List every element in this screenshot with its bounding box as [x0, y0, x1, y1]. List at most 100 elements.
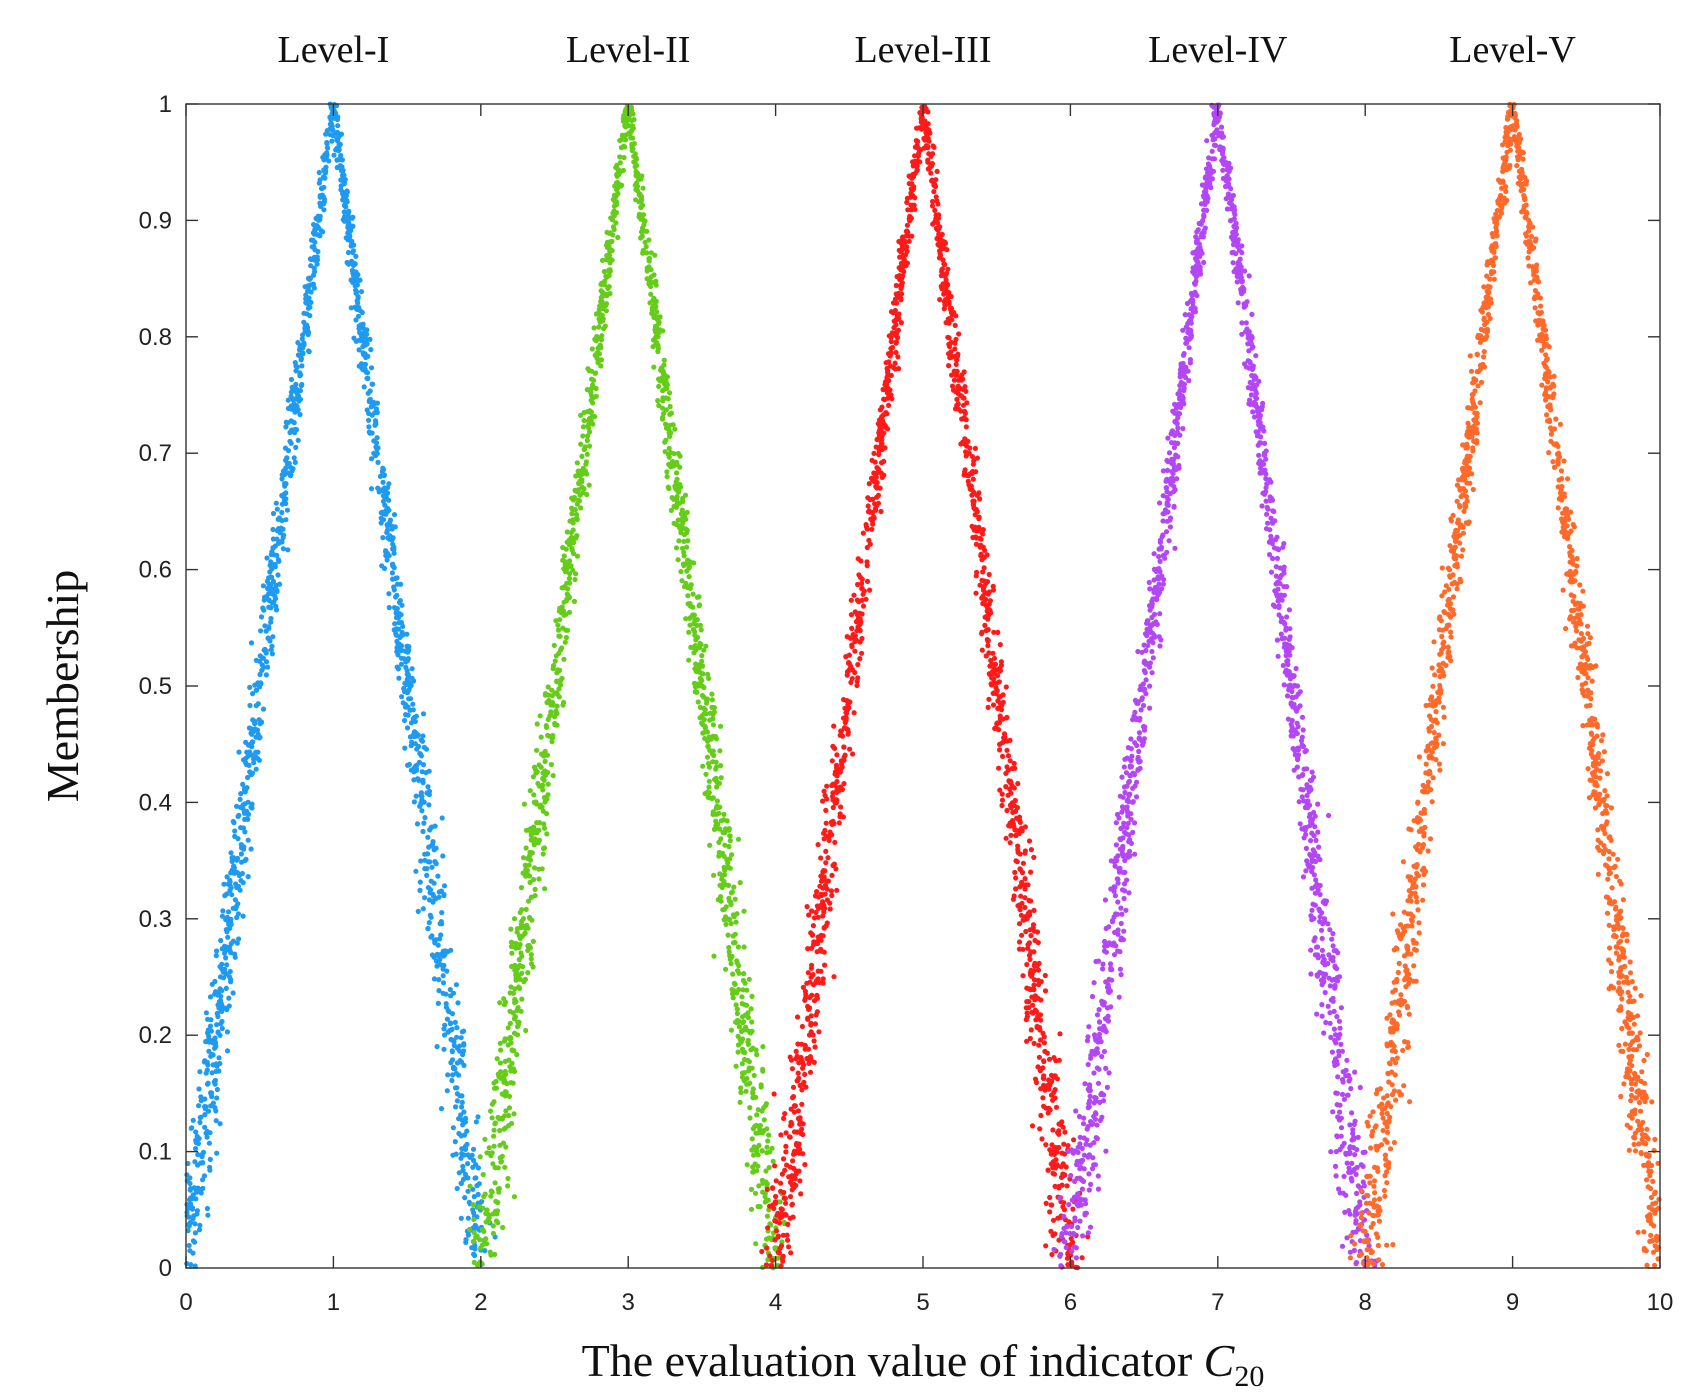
data-point — [934, 236, 940, 242]
data-point — [415, 776, 421, 782]
data-point — [593, 338, 599, 344]
data-point — [930, 198, 936, 205]
data-point — [660, 328, 666, 334]
data-point — [438, 1106, 445, 1112]
data-point — [339, 164, 345, 170]
data-point — [743, 1088, 749, 1094]
data-point — [1043, 1200, 1049, 1206]
data-point — [606, 252, 613, 258]
data-point — [784, 1162, 790, 1168]
data-point — [232, 833, 238, 840]
data-point — [1048, 1151, 1054, 1157]
data-point — [501, 996, 507, 1002]
data-point — [1220, 167, 1226, 173]
data-point — [496, 1116, 502, 1122]
data-point — [356, 363, 362, 369]
data-point — [533, 801, 540, 807]
data-point — [799, 1126, 805, 1132]
data-point — [805, 1016, 811, 1022]
data-point — [502, 1058, 508, 1064]
data-point — [821, 924, 827, 931]
data-point — [247, 702, 253, 709]
data-point — [805, 970, 811, 976]
data-point — [798, 1191, 804, 1197]
data-point — [217, 974, 224, 980]
data-point — [328, 120, 334, 127]
data-point — [906, 233, 913, 239]
data-point — [649, 305, 656, 311]
data-point — [366, 417, 372, 423]
data-point — [1025, 942, 1031, 948]
data-point — [510, 1080, 516, 1086]
data-point — [213, 989, 219, 995]
data-point — [398, 661, 404, 667]
data-point — [705, 743, 711, 750]
data-point — [1319, 947, 1325, 954]
data-point — [706, 790, 712, 796]
data-point — [441, 883, 448, 889]
data-point — [470, 1202, 476, 1208]
data-point — [213, 1068, 219, 1074]
data-point — [391, 587, 397, 593]
data-point — [714, 798, 721, 804]
data-point — [334, 135, 340, 142]
data-point — [737, 1099, 743, 1105]
data-point — [456, 1072, 462, 1078]
data-point — [744, 1075, 750, 1082]
data-point — [475, 1262, 481, 1269]
data-point — [1327, 983, 1333, 989]
data-point — [434, 1044, 440, 1050]
data-point — [761, 1105, 767, 1111]
data-point — [795, 1041, 801, 1047]
data-point — [440, 973, 446, 979]
data-point — [384, 527, 391, 533]
data-point — [646, 256, 652, 262]
data-point — [713, 822, 719, 829]
data-point — [248, 846, 254, 852]
data-point — [603, 308, 610, 314]
data-point — [584, 387, 590, 393]
data-point — [818, 855, 824, 861]
data-point — [749, 993, 755, 1000]
data-point — [780, 1156, 787, 1162]
data-point — [318, 203, 324, 209]
data-point — [242, 829, 248, 835]
data-point — [864, 559, 870, 565]
data-point — [733, 1002, 739, 1008]
data-point — [741, 1027, 747, 1033]
data-point — [535, 840, 541, 846]
data-point — [476, 1181, 482, 1187]
data-point — [559, 604, 565, 610]
data-point — [564, 529, 570, 535]
data-point — [739, 994, 745, 1000]
data-point — [588, 418, 594, 424]
data-point — [810, 923, 817, 929]
data-point — [730, 912, 737, 918]
data-point — [722, 866, 728, 873]
data-point — [1037, 1012, 1044, 1018]
data-point — [228, 916, 234, 923]
data-point — [227, 882, 233, 888]
data-point — [549, 699, 556, 706]
data-point — [245, 774, 251, 781]
data-point — [314, 223, 320, 229]
data-point — [844, 634, 850, 640]
data-point — [402, 717, 408, 724]
data-point — [214, 1095, 220, 1101]
data-point — [953, 336, 959, 342]
data-point — [212, 1035, 218, 1041]
data-point — [510, 1010, 516, 1016]
data-point — [528, 894, 535, 900]
data-point — [1045, 1167, 1051, 1173]
data-point — [677, 453, 683, 459]
data-point — [900, 234, 906, 240]
data-point — [969, 454, 976, 460]
data-point — [532, 829, 538, 835]
data-point — [839, 786, 846, 793]
data-point — [214, 1022, 220, 1028]
data-point — [197, 1187, 203, 1193]
data-point — [290, 466, 296, 472]
data-point — [518, 1008, 524, 1014]
data-point — [482, 1136, 488, 1142]
data-point — [297, 411, 303, 418]
